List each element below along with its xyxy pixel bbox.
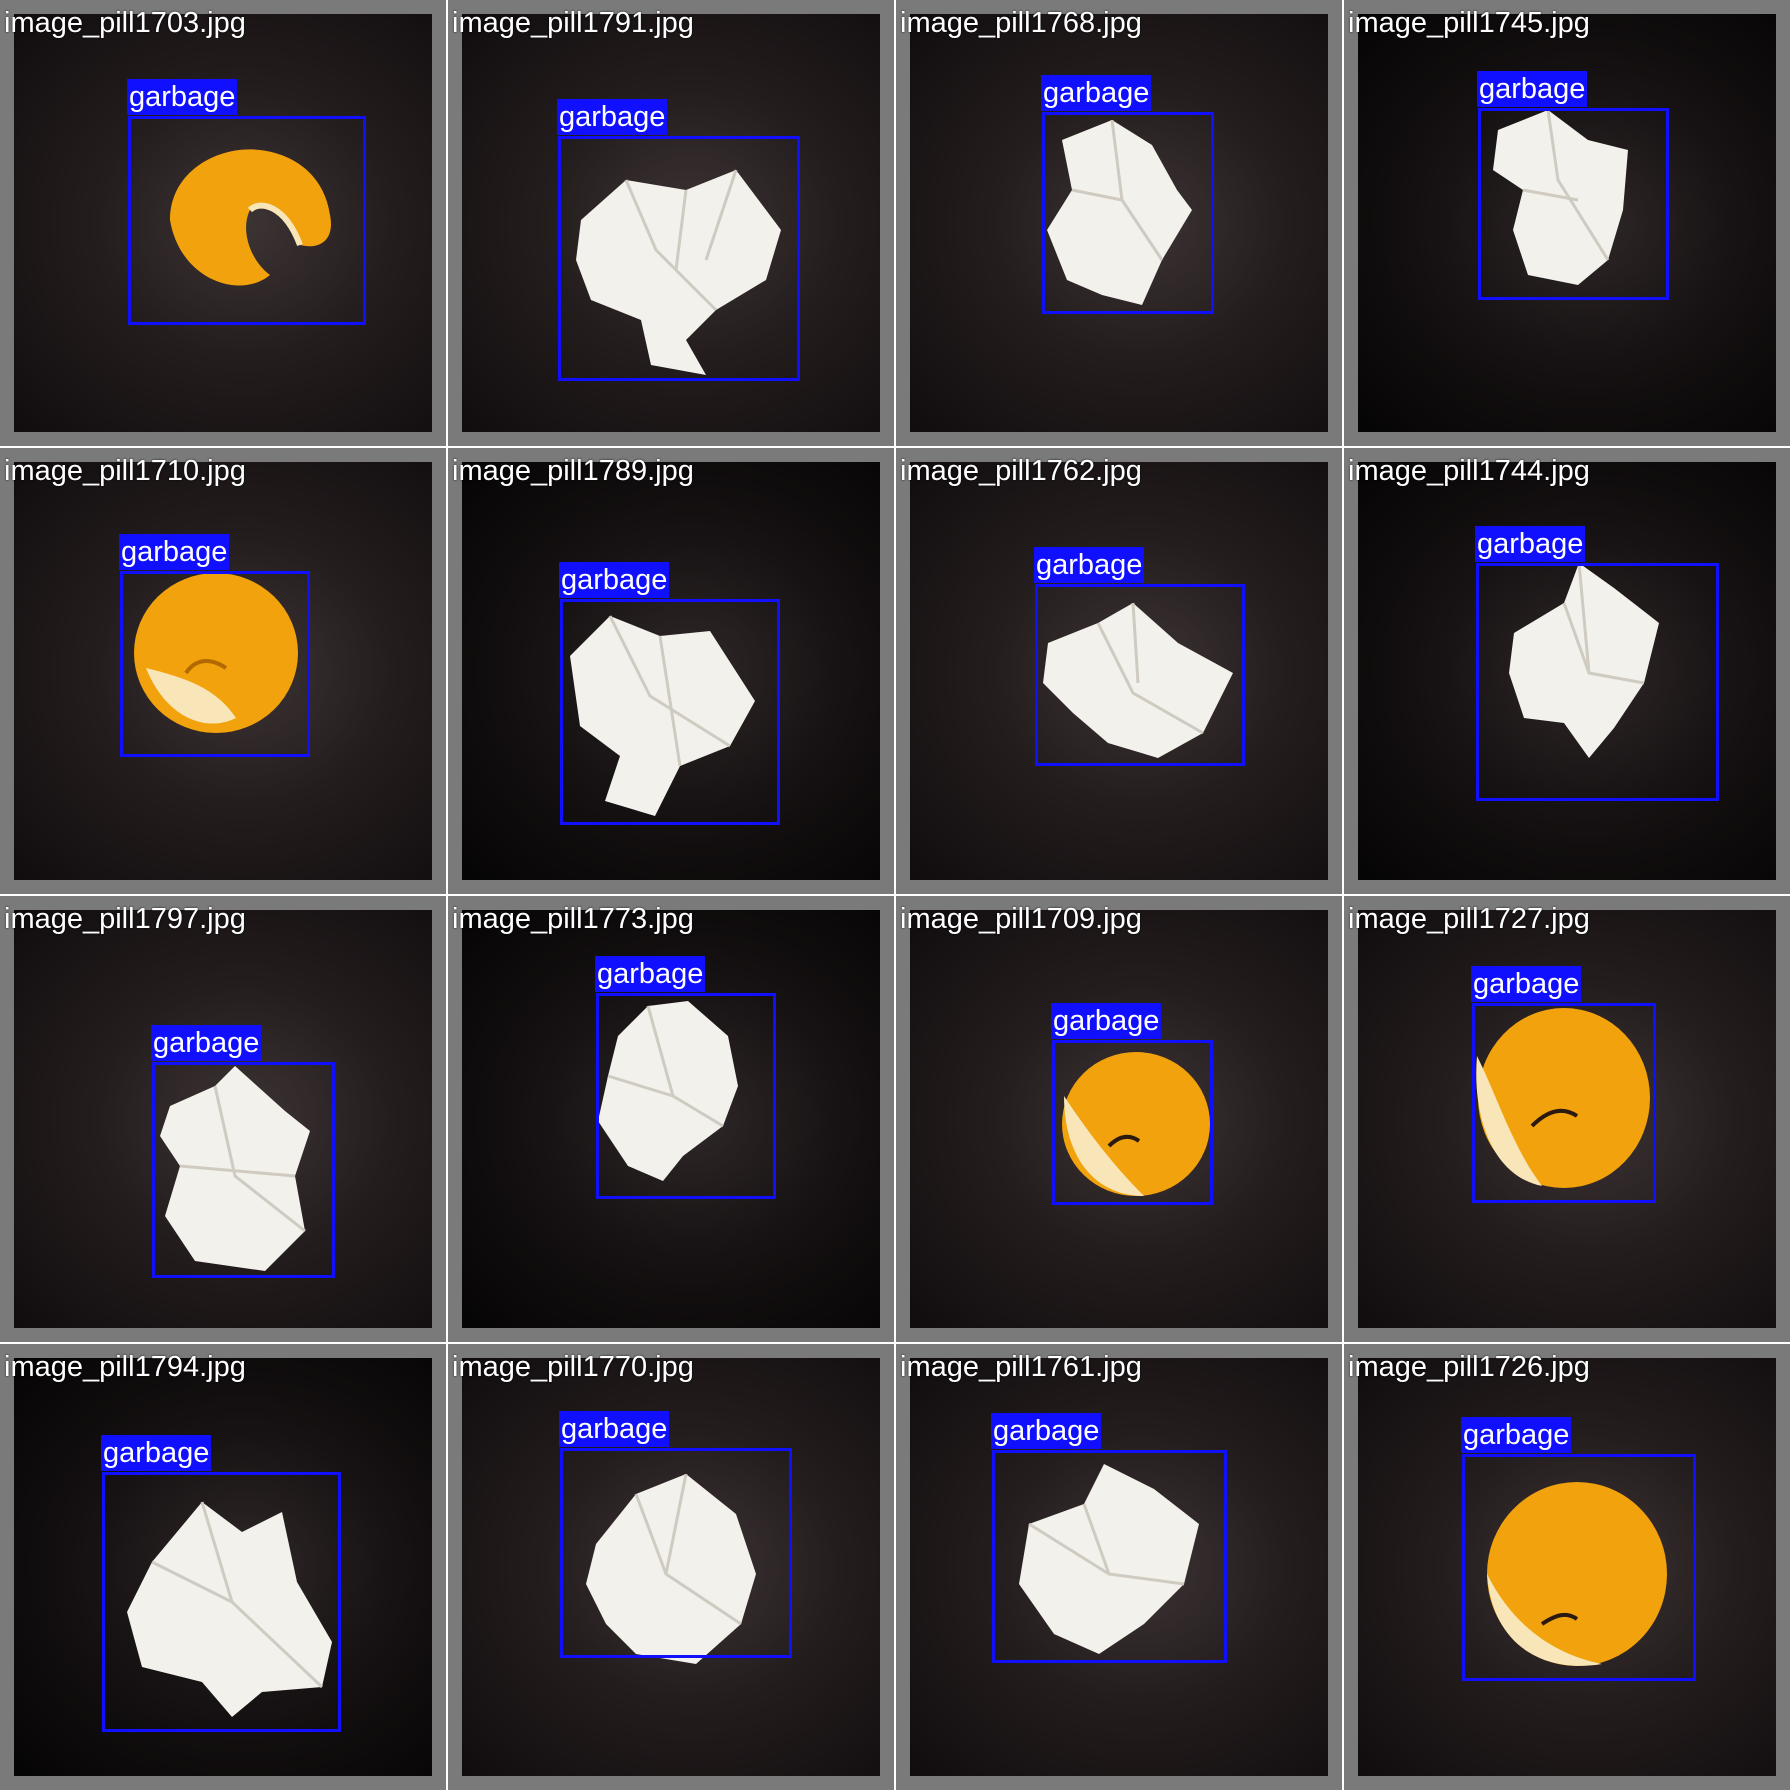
bounding-box — [1478, 108, 1669, 300]
class-label: garbage — [595, 956, 706, 992]
crumpled-paper-image — [566, 160, 791, 380]
filename-label: image_pill1727.jpg — [1348, 903, 1590, 935]
filename-label: image_pill1797.jpg — [4, 903, 246, 935]
tile-11: garbage image_pill1709.jpg — [896, 896, 1344, 1344]
class-label: garbage — [1034, 547, 1145, 583]
class-label: garbage — [559, 562, 670, 598]
crumpled-paper-image — [1038, 603, 1238, 763]
bounding-box — [102, 1472, 341, 1732]
filename-label: image_pill1762.jpg — [900, 455, 1142, 487]
tile-6: garbage image_pill1789.jpg — [448, 448, 896, 896]
filename-label: image_pill1761.jpg — [900, 1351, 1142, 1383]
filename-label: image_pill1794.jpg — [4, 1351, 246, 1383]
class-label: garbage — [557, 99, 668, 135]
crumpled-paper-image — [1494, 563, 1664, 763]
bounding-box — [1042, 112, 1214, 314]
class-label: garbage — [119, 534, 230, 570]
orange-peel-image — [1472, 1474, 1672, 1674]
filename-label: image_pill1709.jpg — [900, 903, 1142, 935]
class-label: garbage — [1477, 71, 1588, 107]
filename-label: image_pill1744.jpg — [1348, 455, 1590, 487]
filename-label: image_pill1770.jpg — [452, 1351, 694, 1383]
class-label: garbage — [1475, 526, 1586, 562]
crumpled-paper-image — [588, 996, 748, 1186]
bounding-box — [560, 1448, 792, 1658]
filename-label: image_pill1703.jpg — [4, 7, 246, 39]
bounding-box — [1476, 563, 1719, 801]
crumpled-paper-image — [1488, 110, 1638, 290]
orange-peel-image — [1054, 1046, 1214, 1201]
tile-9: garbage image_pill1797.jpg — [0, 896, 448, 1344]
class-label: garbage — [1051, 1003, 1162, 1039]
tile-14: garbage image_pill1770.jpg — [448, 1344, 896, 1792]
crumpled-paper-image — [155, 1066, 315, 1276]
tile-5: garbage image_pill1710.jpg — [0, 448, 448, 896]
filename-label: image_pill1710.jpg — [4, 455, 246, 487]
bounding-box — [1462, 1454, 1696, 1681]
orange-peel-image — [1472, 1006, 1652, 1196]
bounding-box — [128, 116, 366, 325]
tile-16: garbage image_pill1726.jpg — [1344, 1344, 1792, 1792]
crumpled-paper-image — [1042, 120, 1197, 310]
filename-label: image_pill1773.jpg — [452, 903, 694, 935]
tile-12: garbage image_pill1727.jpg — [1344, 896, 1792, 1344]
class-label: garbage — [127, 79, 238, 115]
tile-2: garbage image_pill1791.jpg — [448, 0, 896, 448]
tile-13: garbage image_pill1794.jpg — [0, 1344, 448, 1792]
class-label: garbage — [1461, 1417, 1572, 1453]
tile-3: garbage image_pill1768.jpg — [896, 0, 1344, 448]
bounding-box — [1035, 584, 1245, 766]
tile-1: garbage image_pill1703.jpg — [0, 0, 448, 448]
crumpled-paper-image — [1004, 1464, 1204, 1664]
filename-label: image_pill1768.jpg — [900, 7, 1142, 39]
class-label: garbage — [1471, 966, 1582, 1002]
crumpled-paper-image — [560, 606, 760, 826]
tile-15: garbage image_pill1761.jpg — [896, 1344, 1344, 1792]
filename-label: image_pill1745.jpg — [1348, 7, 1590, 39]
tile-8: garbage image_pill1744.jpg — [1344, 448, 1792, 896]
filename-label: image_pill1726.jpg — [1348, 1351, 1590, 1383]
filename-label: image_pill1791.jpg — [452, 7, 694, 39]
bounding-box — [560, 599, 780, 825]
class-label: garbage — [559, 1411, 670, 1447]
bounding-box — [1472, 1003, 1656, 1203]
crumpled-paper-image — [576, 1474, 761, 1674]
class-label: garbage — [991, 1413, 1102, 1449]
bounding-box — [596, 993, 776, 1199]
tile-10: garbage image_pill1773.jpg — [448, 896, 896, 1344]
bounding-box — [992, 1450, 1227, 1663]
class-label: garbage — [151, 1025, 262, 1061]
tile-4: garbage image_pill1745.jpg — [1344, 0, 1792, 448]
bounding-box — [1052, 1040, 1213, 1205]
filename-label: image_pill1789.jpg — [452, 455, 694, 487]
orange-peel-image — [150, 140, 340, 300]
bounding-box — [558, 136, 800, 381]
orange-peel-image — [126, 568, 306, 738]
class-label: garbage — [1041, 75, 1152, 111]
bounding-box — [152, 1062, 335, 1278]
class-label: garbage — [101, 1435, 212, 1471]
tile-7: garbage image_pill1762.jpg — [896, 448, 1344, 896]
bounding-box — [120, 571, 310, 757]
crumpled-paper-image — [122, 1492, 337, 1717]
